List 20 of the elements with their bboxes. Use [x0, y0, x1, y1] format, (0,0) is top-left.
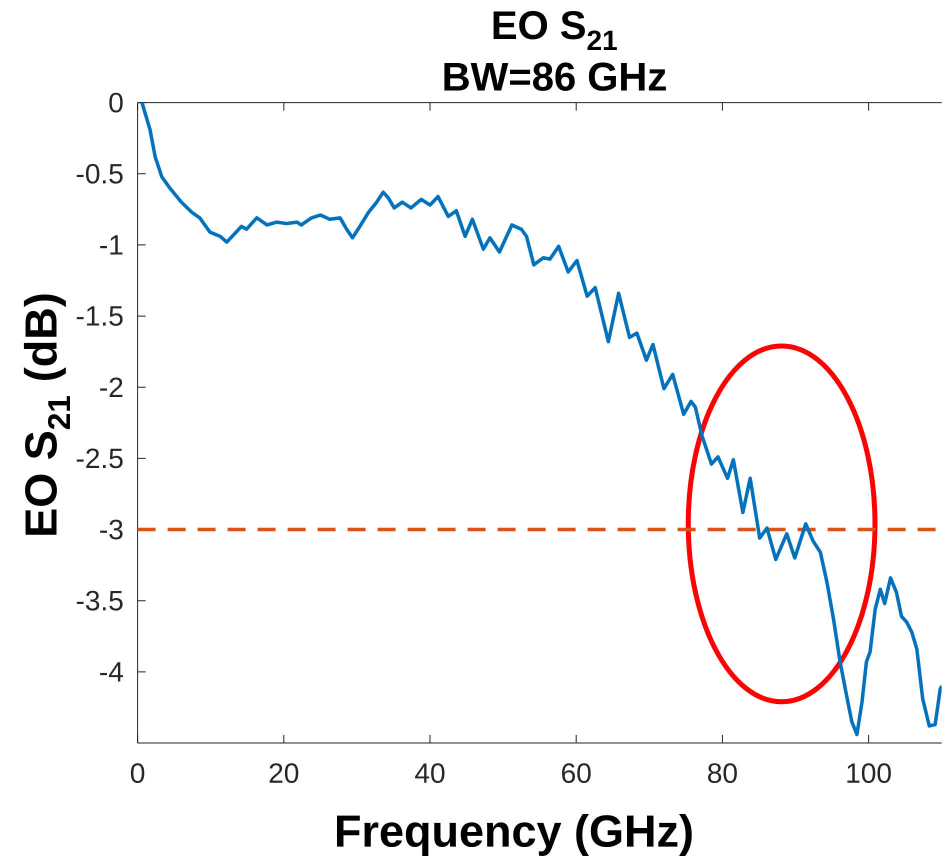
chart-title: EO S$_{21}$ [494, 11, 617, 50]
x-tick-label: 40 [415, 763, 444, 784]
y-tick-label: 0 [109, 92, 123, 113]
x-tick-label: 60 [562, 763, 591, 784]
x-axis-title: Frequency (GHz) [337, 814, 692, 856]
y-axis-title: EO S$_{21}$ (dB) [24, 294, 70, 535]
y-tick-label: -0.5 [76, 164, 123, 184]
y-tick-label: -1 [100, 235, 122, 255]
x-tick-label: 80 [708, 763, 737, 784]
x-tick-label: 0 [130, 763, 144, 784]
x-tick-label: 100 [847, 763, 891, 784]
y-tick-label: -1.5 [76, 306, 123, 326]
x-tick-label: 20 [270, 763, 298, 784]
y-tick-label: -4 [100, 662, 123, 682]
y-tick-label: -2.5 [76, 448, 123, 468]
y-tick-label: -3 [100, 520, 123, 540]
line-series [140, 102, 942, 736]
y-tick-label: -3.5 [76, 590, 123, 611]
y-tick-label: -2 [100, 377, 122, 397]
chart-subtitle: BW=86 GHz [444, 62, 666, 91]
